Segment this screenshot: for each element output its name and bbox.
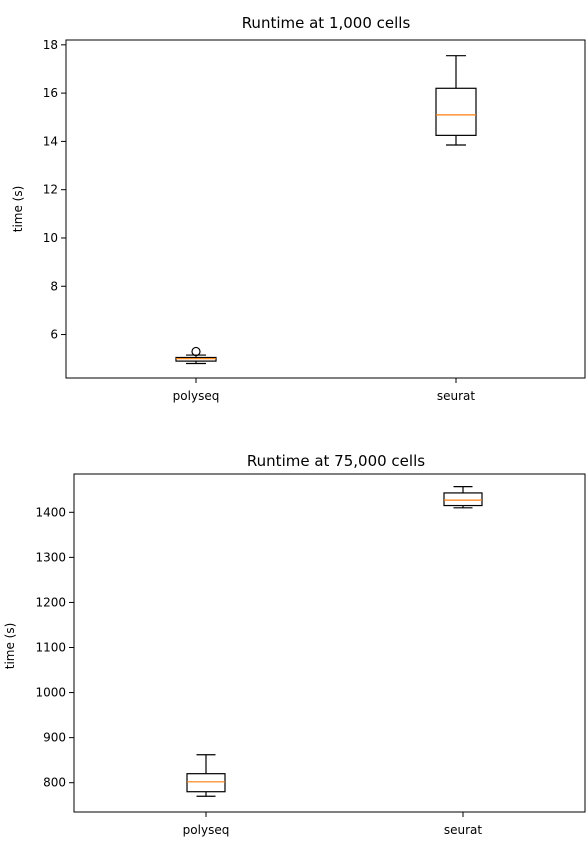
chart-title: Runtime at 1,000 cells: [242, 14, 411, 32]
boxes: [175, 55, 477, 365]
box-seurat: [443, 492, 483, 507]
plot-frame: [65, 39, 586, 379]
x-axis: polyseq seurat: [183, 812, 483, 837]
x-tick-label: seurat: [437, 389, 476, 403]
y-tick-label: 10: [43, 231, 58, 245]
y-tick-label: 18: [43, 38, 58, 52]
plot-frame: [73, 473, 586, 813]
y-tick-label: 900: [43, 731, 66, 745]
y-tick-label: 1000: [35, 686, 66, 700]
box-polyseq: [175, 356, 217, 362]
x-tick-label: polyseq: [183, 823, 230, 837]
y-tick-label: 1200: [35, 595, 66, 609]
x-axis: polyseq seurat: [173, 378, 476, 403]
y-tick-label: 8: [50, 279, 58, 293]
chart-title: Runtime at 75,000 cells: [247, 452, 425, 470]
y-tick-label: 16: [43, 86, 58, 100]
y-axis-label: time (s): [3, 623, 17, 670]
y-tick-label: 800: [43, 776, 66, 790]
y-axis: 800 900 1000 1100 1200 1300 1400: [35, 505, 74, 790]
y-tick-label: 1100: [35, 641, 66, 655]
x-tick-label: polyseq: [173, 389, 220, 403]
y-tick-label: 1300: [35, 550, 66, 564]
y-axis: 6 8 10 12 14 16 18: [43, 38, 66, 342]
y-tick-label: 12: [43, 183, 58, 197]
y-axis-label: time (s): [11, 186, 25, 233]
x-tick-label: seurat: [444, 823, 483, 837]
box-polyseq: [186, 773, 226, 793]
boxes: [186, 486, 483, 797]
box-seurat: [435, 87, 477, 136]
chart-runtime-1000: Runtime at 1,000 cells time (s) 6 8 10 12 14…: [11, 14, 586, 403]
y-tick-label: 14: [43, 134, 58, 148]
outlier-point: [191, 346, 201, 357]
y-tick-label: 6: [50, 328, 58, 342]
y-tick-label: 1400: [35, 505, 66, 519]
chart-runtime-75000: Runtime at 75,000 cells time (s) 800 900 1…: [3, 452, 586, 837]
